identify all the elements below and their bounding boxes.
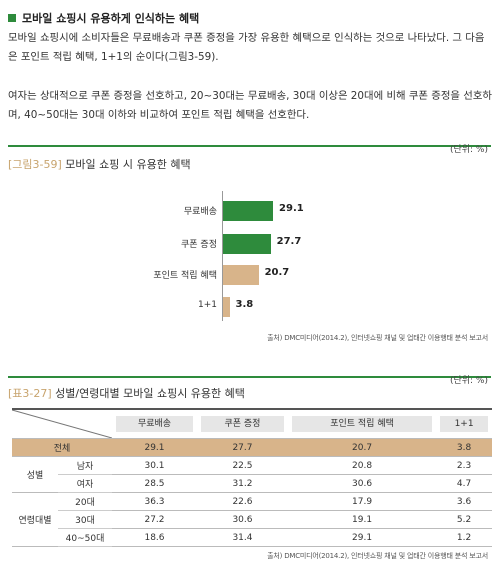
table-row: 30대 27.2 30.6 19.1 5.2 — [12, 510, 492, 529]
bar — [223, 265, 259, 285]
table-source: 출처) DMC미디어(2014.2), 인터넷쇼핑 채널 및 업태간 이용행태 … — [267, 552, 488, 560]
table-cell: 28.5 — [112, 474, 198, 493]
table-cell: 3.6 — [436, 492, 492, 511]
table-cell: 20.8 — [287, 456, 437, 475]
table-cell: 27.7 — [197, 438, 288, 457]
table-cell: 31.2 — [197, 474, 288, 493]
table-cell: 22.5 — [197, 456, 288, 475]
bar-row: 1+1 3.8 — [0, 296, 500, 318]
table-cell: 1.2 — [436, 528, 492, 547]
table-cell: 30.6 — [287, 474, 437, 493]
table-row: 성별 남자 30.1 22.5 20.8 2.3 — [12, 456, 492, 493]
table-title-text: 성별/연령대별 모바일 쇼핑시 유용한 혜택 — [55, 387, 245, 400]
table-cell: 3.8 — [436, 438, 492, 457]
table-group-label: 연령대별 — [12, 492, 58, 547]
bar — [223, 297, 230, 317]
paragraph-1: 모바일 쇼핑시에 소비자들은 무료배송과 쿠폰 증정을 가장 유용한 혜택으로 … — [8, 32, 485, 63]
figure-title-text: 모바일 쇼핑 시 유용한 혜택 — [65, 158, 191, 171]
bar — [223, 234, 271, 254]
table-group-label: 성별 — [12, 456, 58, 493]
table-corner — [12, 408, 112, 439]
table-title: [표3-27] 성별/연령대별 모바일 쇼핑시 유용한 혜택 — [8, 385, 245, 401]
table-cell: 5.2 — [436, 510, 492, 529]
table-cell: 20.7 — [287, 438, 437, 457]
figure-divider — [8, 145, 491, 147]
bullet-square-icon — [8, 14, 16, 22]
table-unit: (단위: %) — [449, 376, 488, 386]
table-row-label: 전체 — [12, 438, 112, 457]
table-row: 40~50대 18.6 31.4 29.1 1.2 — [12, 528, 492, 547]
table-header-row: 무료배송 쿠폰 증정 포인트 적립 혜택 1+1 — [12, 408, 492, 439]
bar-row: 쿠폰 증정 27.7 — [0, 233, 500, 255]
table-row: 여자 28.5 31.2 30.6 4.7 — [12, 474, 492, 493]
table-header-cell: 쿠폰 증정 — [197, 408, 288, 439]
bar — [223, 201, 274, 221]
table-cell: 19.1 — [287, 510, 437, 529]
section-title-text: 모바일 쇼핑시 유용하게 인식하는 혜택 — [22, 12, 200, 25]
table-row-label: 20대 — [58, 492, 112, 511]
table-cell: 29.1 — [287, 528, 437, 547]
figure-unit: (단위: %) — [449, 145, 488, 155]
table-cell: 36.3 — [112, 492, 198, 511]
paragraph-2: 여자는 상대적으로 쿠폰 증정을 선호하고, 20~30대는 무료배송, 30대… — [8, 90, 492, 121]
table-row-label: 40~50대 — [58, 528, 112, 547]
table-header-cell: 포인트 적립 혜택 — [287, 408, 437, 439]
bar-category-label: 1+1 — [198, 300, 217, 310]
table-row-total: 전체 29.1 27.7 20.7 3.8 — [12, 438, 492, 457]
table-cell: 4.7 — [436, 474, 492, 493]
bar-row: 무료배송 29.1 — [0, 200, 500, 222]
bar-category-label: 무료배송 — [183, 207, 217, 217]
table-divider — [8, 376, 491, 378]
table-cell: 18.6 — [112, 528, 198, 547]
table-cell: 22.6 — [197, 492, 288, 511]
table-number: [표3-27] — [8, 387, 52, 400]
table-row: 연령대별 20대 36.3 22.6 17.9 3.6 — [12, 492, 492, 547]
data-table: 무료배송 쿠폰 증정 포인트 적립 혜택 1+1 전체 29.1 27.7 20… — [12, 408, 492, 547]
table-cell: 2.3 — [436, 456, 492, 475]
table-cell: 17.9 — [287, 492, 437, 511]
table-row-label: 여자 — [58, 474, 112, 493]
bar-value-label: 20.7 — [264, 267, 290, 278]
table-cell: 30.6 — [197, 510, 288, 529]
bar-category-label: 포인트 적립 혜택 — [153, 271, 217, 281]
figure-source: 출처) DMC미디어(2014.2), 인터넷쇼핑 채널 및 업태간 이용행태 … — [267, 334, 488, 342]
table-cell: 31.4 — [197, 528, 288, 547]
table-cell: 30.1 — [112, 456, 198, 475]
table-cell: 29.1 — [112, 438, 198, 457]
chart-axis — [222, 191, 223, 321]
bar-row: 포인트 적립 혜택 20.7 — [0, 264, 500, 286]
table-cell: 27.2 — [112, 510, 198, 529]
table-header-cell: 1+1 — [436, 408, 492, 439]
bar-value-label: 29.1 — [279, 203, 304, 214]
bar-value-label: 27.7 — [276, 236, 302, 247]
section-title: 모바일 쇼핑시 유용하게 인식하는 혜택 — [8, 10, 199, 26]
table-row-label: 남자 — [58, 456, 112, 475]
bar-value-label: 3.8 — [235, 299, 254, 310]
figure-title: [그림3-59] 모바일 쇼핑 시 유용한 혜택 — [8, 156, 191, 172]
table-header-cell: 무료배송 — [112, 408, 198, 439]
table-row-label: 30대 — [58, 510, 112, 529]
bar-category-label: 쿠폰 증정 — [181, 240, 217, 250]
figure-number: [그림3-59] — [8, 158, 62, 171]
diagonal-line — [12, 410, 112, 438]
